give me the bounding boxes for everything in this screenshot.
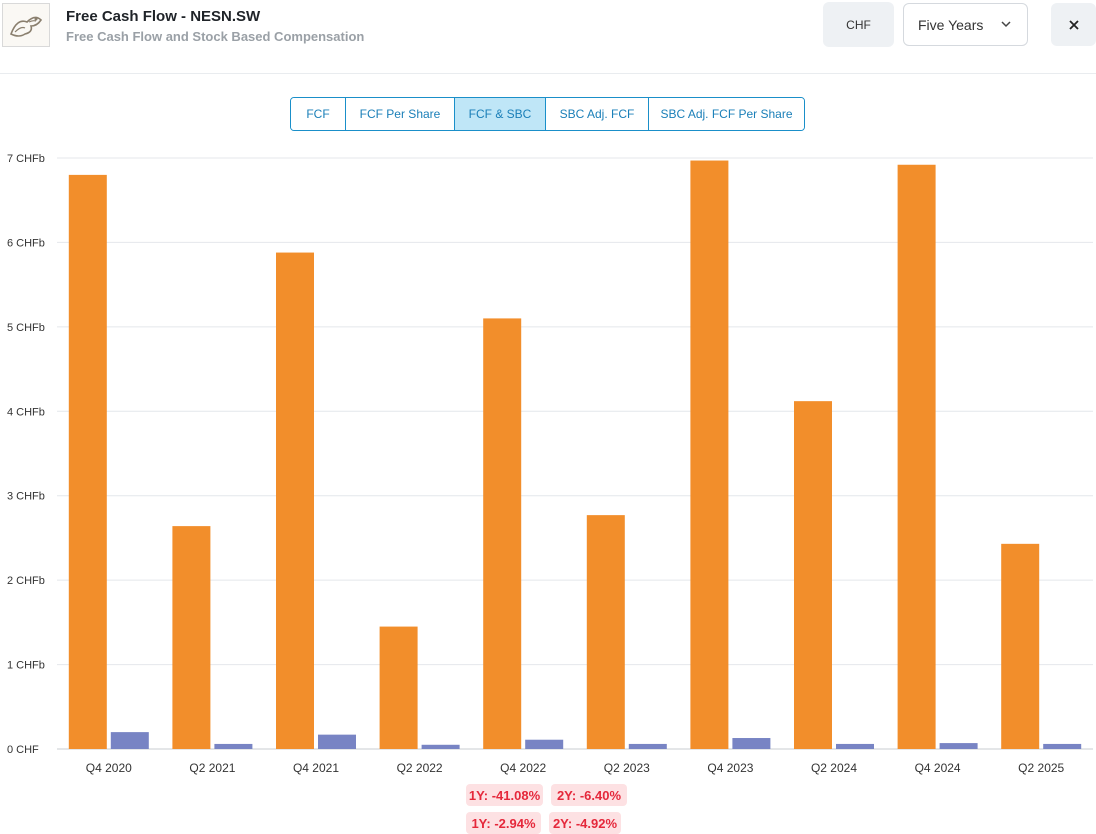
y-tick-label: 7 CHFb	[7, 153, 45, 165]
fcf-sbc-chart: 0 CHF 1 CHFb 2 CHFb 3 CHFb 4 CHFb 5 CHFb 6 CHF…	[0, 145, 1096, 790]
period-select-value: Five Years	[918, 16, 984, 33]
page-subtitle: Free Cash Flow and Stock Based Compensat…	[66, 29, 365, 44]
x-tick-label: Q4 2021	[293, 761, 339, 775]
sbc-bar	[525, 739, 564, 749]
tab-sbc-adj-fcf[interactable]: SBC Adj. FCF	[546, 98, 649, 130]
x-tick-label: Q4 2022	[500, 761, 546, 775]
x-tick-label: Q2 2022	[397, 761, 443, 775]
fcf-bar	[379, 626, 418, 749]
sbc-bar	[318, 734, 356, 749]
fcf-bar	[586, 515, 625, 749]
x-tick-label: Q4 2020	[86, 761, 132, 775]
fcf-bar	[690, 160, 729, 750]
sbc-bar	[110, 732, 149, 749]
y-tick-label: 6 CHFb	[7, 237, 45, 249]
tab-sbc-adj-fcf-per-share[interactable]: SBC Adj. FCF Per Share	[649, 98, 804, 130]
tab-fcf-per-share[interactable]: FCF Per Share	[346, 98, 455, 130]
x-tick-label: Q4 2024	[915, 761, 961, 775]
company-logo	[2, 3, 50, 47]
sbc-bar	[939, 743, 978, 749]
fcf-bar	[897, 164, 936, 750]
fcf-bar	[276, 252, 314, 749]
sbc-bar	[836, 743, 874, 749]
page-title: Free Cash Flow - NESN.SW	[66, 8, 261, 25]
fcf-bar	[794, 401, 832, 749]
y-tick-label: 4 CHFb	[7, 406, 45, 418]
sbc-growth-1y-badge: 1Y: -2.94%	[466, 812, 541, 834]
sbc-bar	[1043, 743, 1082, 749]
sbc-growth-2y-badge: 2Y: -4.92%	[549, 812, 621, 834]
sbc-bar	[421, 744, 460, 749]
close-button[interactable]	[1051, 3, 1096, 46]
y-tick-label: 5 CHFb	[7, 322, 45, 334]
x-tick-label: Q2 2023	[604, 761, 650, 775]
metric-tabs: FCF FCF Per Share FCF & SBC SBC Adj. FCF…	[290, 97, 805, 131]
x-tick-label: Q2 2025	[1018, 761, 1064, 775]
y-tick-label: 1 CHFb	[7, 660, 45, 672]
sbc-bar	[732, 738, 771, 749]
chevron-down-icon	[1001, 21, 1011, 28]
tab-fcf-sbc[interactable]: FCF & SBC	[455, 98, 546, 130]
fcf-bar	[1001, 543, 1040, 749]
close-icon	[1068, 19, 1079, 30]
x-tick-label: Q2 2021	[189, 761, 235, 775]
chart-svg: 0 CHF 1 CHFb 2 CHFb 3 CHFb 4 CHFb 5 CHFb 6 CHF…	[7, 153, 1093, 775]
fcf-bar	[68, 174, 107, 749]
fcf-bar	[172, 526, 211, 749]
tab-fcf[interactable]: FCF	[291, 98, 346, 130]
currency-button[interactable]: CHF	[823, 2, 894, 47]
y-tick-label: 3 CHFb	[7, 491, 45, 503]
fcf-growth-2y-badge: 2Y: -6.40%	[551, 784, 627, 806]
period-select[interactable]: Five Years	[903, 3, 1028, 46]
x-tick-label: Q2 2024	[811, 761, 857, 775]
sbc-bar	[214, 743, 253, 749]
fcf-bar	[483, 318, 522, 749]
sbc-bar	[628, 743, 667, 749]
y-tick-label: 2 CHFb	[7, 575, 45, 587]
header: Free Cash Flow - NESN.SW Free Cash Flow …	[0, 0, 1096, 74]
x-tick-label: Q4 2023	[707, 761, 753, 775]
y-tick-label: 0 CHF	[7, 744, 39, 756]
fcf-growth-1y-badge: 1Y: -41.08%	[466, 784, 543, 806]
